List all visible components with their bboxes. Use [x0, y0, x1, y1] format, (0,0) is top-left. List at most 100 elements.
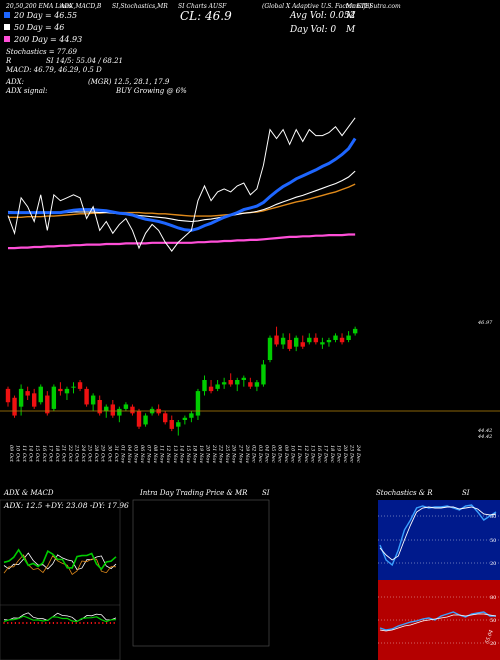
date-label: 18 Nov: [191, 445, 197, 463]
date-label: 23 Dec: [349, 444, 355, 463]
adx-panel-title: ADX & MACD: [3, 489, 54, 497]
candle-body: [25, 391, 30, 396]
date-label: 28 Oct: [93, 444, 99, 463]
candle-body: [77, 382, 83, 389]
candle-body: [267, 337, 273, 360]
date-label: 27 Nov: [237, 444, 243, 463]
stoch-tick-label: 20: [490, 561, 496, 567]
candle-body: [12, 397, 17, 416]
date-label: 23 Oct: [74, 444, 80, 463]
candle-body: [45, 395, 50, 414]
candle-body: [339, 337, 345, 343]
date-label: 10 Oct: [15, 445, 21, 463]
date-label: 29 Oct: [100, 444, 106, 463]
candle-body: [90, 395, 96, 405]
rsi-lines: [379, 611, 497, 632]
candle-body: [254, 382, 260, 387]
candle-body: [208, 386, 214, 392]
ema50-legend: 50 Day = 46: [14, 23, 64, 32]
adx-panel-frame: [0, 499, 121, 660]
intraday-panel-frame: [132, 499, 270, 647]
date-label: 19 Dec: [336, 445, 342, 463]
candle-body: [346, 335, 351, 340]
macd-lines: [3, 612, 117, 624]
stoch-d-line: [379, 506, 497, 561]
candle-body: [104, 406, 109, 412]
candle-body: [51, 386, 57, 409]
date-label: 09 Dec: [283, 445, 289, 463]
date-label: 18 Oct: [54, 445, 60, 463]
ema200-legend: 200 Day = 44.93: [13, 35, 82, 44]
date-label: 24 Oct: [80, 444, 86, 463]
date-label: 16 Oct: [41, 445, 47, 463]
date-label: 04 Nov: [126, 445, 132, 463]
date-label: 21 Oct: [60, 444, 66, 463]
date-label: 18 Dec: [329, 445, 335, 463]
ema20-legend: 20 Day = 46.55: [13, 11, 77, 20]
candle-body: [333, 335, 338, 340]
rsi-tick-label: 80: [490, 595, 496, 601]
candle-body: [117, 408, 122, 416]
stoch-k-line: [379, 504, 497, 567]
rsi-tick-label: 50: [490, 618, 496, 624]
candle-body: [110, 404, 115, 416]
intraday-panel-si: SI: [262, 489, 270, 497]
adx-values: (MGR) 12.5, 28.1, 17.9: [88, 78, 170, 86]
date-label: 19 Nov: [198, 445, 204, 463]
candle-body: [320, 342, 325, 345]
date-label: 24 Dec: [355, 444, 361, 463]
candle-body: [248, 382, 253, 387]
date-label: 12 Dec: [303, 445, 309, 463]
date-label: 08 Nov: [152, 445, 158, 463]
ema20-line: [8, 137, 357, 232]
candle-body: [32, 393, 37, 407]
date-label: 16 Dec: [316, 445, 322, 463]
date-label: 11 Oct: [21, 445, 27, 463]
candle-body: [38, 386, 43, 403]
date-label: 22 Oct: [67, 444, 73, 463]
date-label: 20 Dec: [342, 444, 348, 463]
candle-body: [215, 384, 220, 389]
date-label: 13 Nov: [172, 445, 178, 463]
candle-body: [5, 388, 11, 403]
candle-body: [313, 337, 319, 343]
date-label: 05 Dec: [270, 445, 276, 463]
date-label: 13 Dec: [309, 445, 315, 463]
header-title-3: SI,Stochastics,MR: [112, 3, 168, 10]
adx-label: ADX:: [5, 78, 24, 86]
candle-body: [221, 382, 227, 385]
rsi-line: [379, 611, 496, 631]
macd-signal-line: [3, 615, 117, 623]
close-price-line: [7, 117, 356, 252]
plus-di-line: [3, 548, 117, 571]
candle-body: [241, 377, 246, 380]
adx-signal-label: ADX signal:: [5, 87, 47, 95]
candle-body: [143, 415, 148, 425]
ema20-swatch: [4, 12, 10, 18]
avg-volume: Avg Vol: 0.052: [289, 11, 356, 21]
date-label: 07 Nov: [146, 445, 152, 463]
date-label: 26 Nov: [231, 444, 237, 463]
day-volume: Day Vol: 0: [289, 25, 336, 35]
date-label: 12 Nov: [165, 445, 171, 463]
date-label: 31 Oct: [113, 445, 119, 463]
candle-body: [261, 364, 266, 385]
candle-body: [274, 335, 279, 345]
minus-di-line: [3, 554, 117, 575]
date-label: 11 Nov: [159, 445, 165, 463]
date-label: 14 Oct: [28, 445, 34, 463]
avg-volume-unit: M: [345, 11, 356, 21]
macd-readout: MACD: 46.79, 46.29, 0.5 D: [5, 66, 102, 74]
date-label: 15 Nov: [185, 445, 191, 463]
candle-body: [136, 411, 142, 427]
candle-body: [189, 413, 194, 418]
ema200-swatch: [4, 36, 10, 42]
candle-body: [169, 420, 174, 429]
ema50-swatch: [4, 24, 10, 30]
ema-lines: [7, 117, 357, 252]
price-axis-bottom-1: 44.42: [477, 428, 492, 434]
candle-body: [123, 404, 129, 409]
ema200-line: [8, 233, 356, 250]
date-label: 01 Nov: [119, 445, 125, 463]
